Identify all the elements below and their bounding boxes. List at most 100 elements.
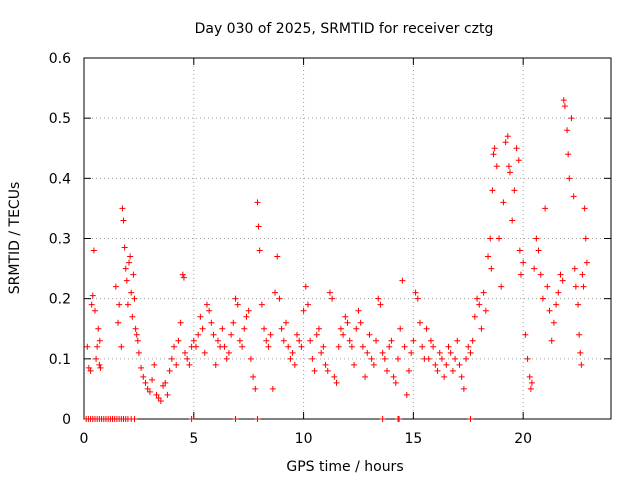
data-point (375, 295, 382, 302)
data-point (134, 337, 141, 344)
data-point (377, 301, 384, 308)
data-point (157, 397, 164, 404)
data-point (467, 416, 474, 422)
data-point (410, 337, 417, 344)
data-point (203, 301, 210, 308)
data-point (326, 289, 333, 296)
data-point (425, 355, 432, 362)
data-point (485, 253, 492, 260)
data-point (491, 145, 498, 152)
data-point (258, 301, 265, 308)
data-point (580, 283, 587, 290)
data-point (362, 373, 369, 380)
data-point (146, 388, 153, 395)
data-point (232, 295, 239, 302)
data-point (234, 301, 241, 308)
data-point (245, 307, 252, 314)
data-point (120, 217, 127, 224)
data-point (269, 385, 276, 392)
data-point (278, 325, 285, 332)
data-point (388, 337, 395, 344)
data-point (381, 355, 388, 362)
data-point (119, 205, 126, 212)
data-point (304, 301, 311, 308)
data-point (250, 373, 257, 380)
data-point (498, 283, 505, 290)
data-point (118, 343, 125, 350)
data-point (568, 115, 575, 122)
data-point (84, 343, 91, 350)
data-point (579, 271, 586, 278)
data-point (340, 331, 347, 338)
data-point (548, 337, 555, 344)
data-point (447, 349, 454, 356)
data-point (500, 199, 507, 206)
data-point (566, 175, 573, 182)
data-point (331, 373, 338, 380)
data-point (463, 355, 470, 362)
data-point (561, 103, 568, 110)
data-point (438, 355, 445, 362)
data-point (132, 325, 139, 332)
data-point (320, 343, 327, 350)
data-point (127, 253, 134, 260)
data-point (267, 331, 274, 338)
data-point (513, 145, 520, 152)
data-point (243, 313, 250, 320)
data-point (322, 361, 329, 368)
data-point (221, 343, 228, 350)
data-point (443, 361, 450, 368)
data-point (296, 337, 303, 344)
data-point (293, 331, 300, 338)
data-point (531, 265, 538, 272)
data-point (199, 325, 206, 332)
data-point (173, 361, 180, 368)
data-point (309, 355, 316, 362)
data-point (405, 367, 412, 374)
data-point (254, 199, 261, 206)
data-point (505, 163, 512, 170)
plot-frame (83, 57, 612, 420)
data-point (94, 343, 101, 350)
data-point (324, 367, 331, 374)
data-point (302, 283, 309, 290)
data-point (454, 337, 461, 344)
data-point (550, 319, 557, 326)
data-point (522, 331, 529, 338)
data-point (179, 271, 186, 278)
data-point (95, 325, 102, 332)
data-point (274, 253, 281, 260)
data-point (168, 355, 175, 362)
data-point (130, 271, 137, 278)
data-point (192, 343, 199, 350)
data-point (353, 325, 360, 332)
data-point (506, 169, 513, 176)
data-point (289, 349, 296, 356)
data-point (255, 223, 262, 230)
data-point (434, 367, 441, 374)
data-point (528, 379, 535, 386)
data-point (256, 247, 263, 254)
data-point (465, 343, 472, 350)
data-point (126, 259, 133, 266)
data-point (520, 259, 527, 266)
data-point (283, 319, 290, 326)
data-point (225, 349, 232, 356)
data-point (571, 265, 578, 272)
data-point (436, 349, 443, 356)
data-point (318, 349, 325, 356)
data-point (555, 289, 562, 296)
data-point (116, 301, 123, 308)
data-point (228, 331, 235, 338)
data-point (427, 337, 434, 344)
data-point (399, 277, 406, 284)
data-point (247, 355, 254, 362)
data-point (348, 343, 355, 350)
x-tick-label: 15 (404, 431, 422, 447)
data-point (298, 343, 305, 350)
data-point (397, 325, 404, 332)
chart-title: Day 030 of 2025, SRMTID for receiver czt… (195, 21, 494, 37)
data-point (471, 313, 478, 320)
data-point (201, 349, 208, 356)
data-point (441, 373, 448, 380)
